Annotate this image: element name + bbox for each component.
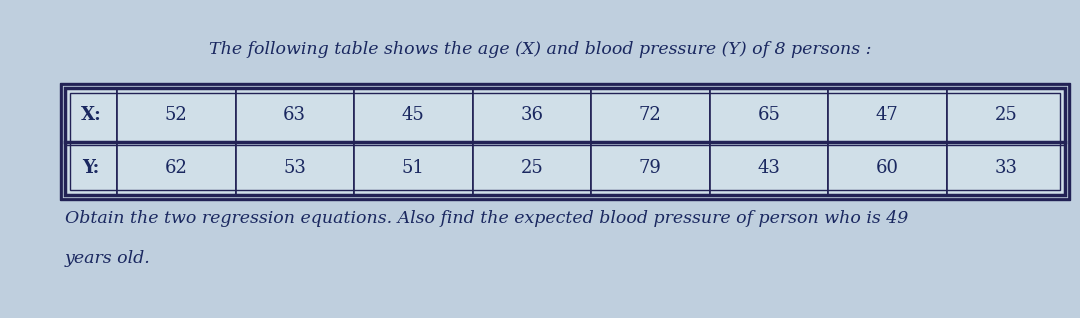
Bar [235,88,354,142]
Text: 33: 33 [995,159,1017,177]
Text: 25: 25 [995,106,1017,124]
Text: years old.: years old. [65,250,151,267]
Text: 63: 63 [283,106,307,124]
Text: The following table shows the age (X) and blood pressure (Y) of 8 persons :: The following table shows the age (X) an… [208,41,872,58]
Text: 60: 60 [876,159,899,177]
Bar [710,88,828,142]
Bar [117,142,235,195]
Text: 72: 72 [639,106,662,124]
Text: 65: 65 [757,106,780,124]
Bar [946,88,1065,142]
Text: 36: 36 [521,106,543,124]
Bar [65,88,1065,195]
Bar [354,142,473,195]
Text: 47: 47 [876,106,899,124]
Bar [235,142,354,195]
Bar [60,83,1070,200]
Bar [117,88,235,142]
Bar [591,142,710,195]
Bar [591,88,710,142]
Text: 25: 25 [521,159,543,177]
Text: Y:: Y: [82,159,99,177]
Bar [710,142,828,195]
Bar [828,88,946,142]
Bar [473,142,591,195]
Bar [828,142,946,195]
Bar [946,142,1065,195]
Bar [354,88,473,142]
Bar [65,88,117,142]
Text: Obtain the two regression equations. Also find the expected blood pressure of pe: Obtain the two regression equations. Als… [65,210,908,227]
Text: 45: 45 [402,106,424,124]
Text: 51: 51 [402,159,424,177]
Bar [70,93,1059,190]
Text: 53: 53 [283,159,307,177]
Bar [65,142,117,195]
Text: 62: 62 [165,159,188,177]
Text: 52: 52 [165,106,188,124]
Bar [473,88,591,142]
Text: X:: X: [81,106,102,124]
Bar [60,84,1069,199]
Text: 43: 43 [757,159,780,177]
Text: 79: 79 [638,159,662,177]
